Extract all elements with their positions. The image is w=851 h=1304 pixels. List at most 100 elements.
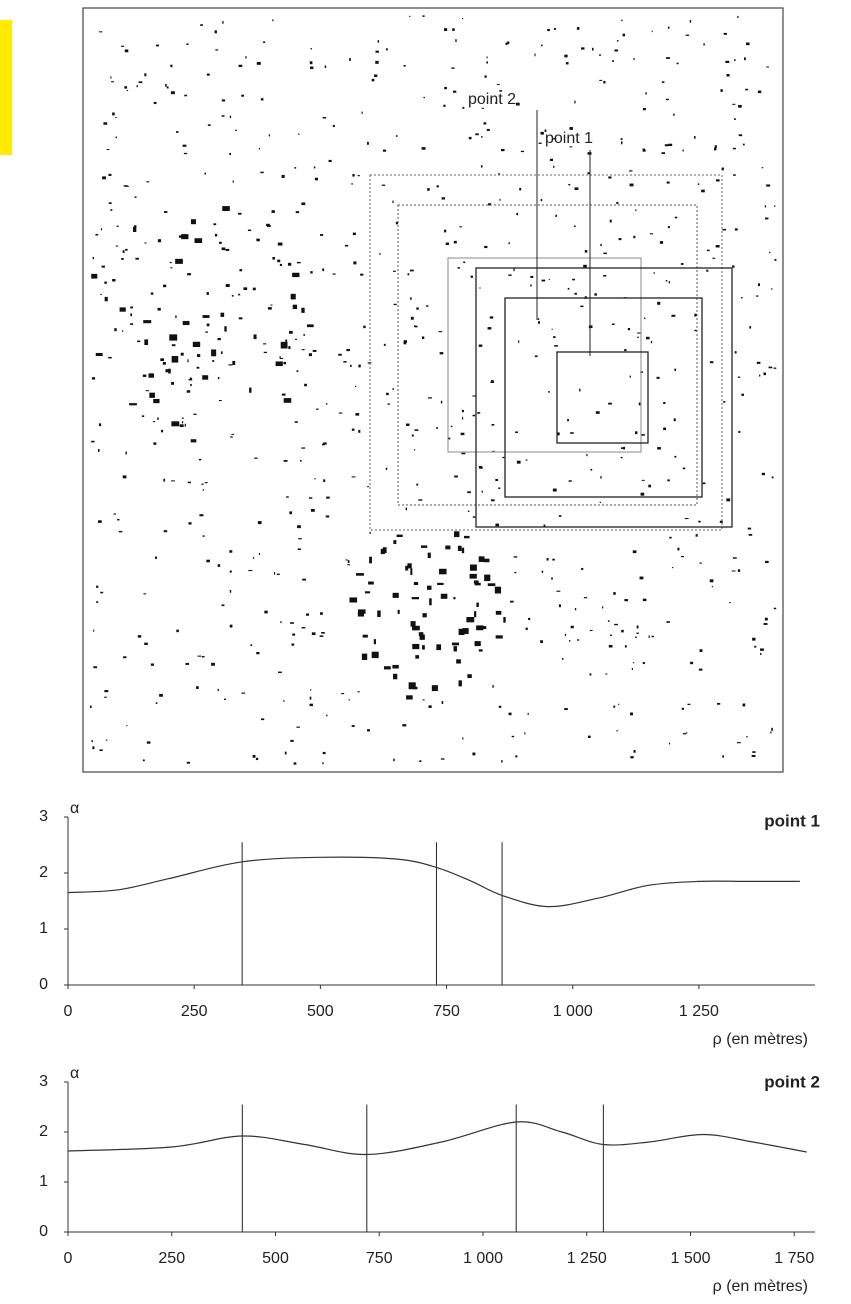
- building: [301, 202, 305, 205]
- building: [551, 577, 553, 579]
- building: [99, 749, 102, 751]
- building: [528, 618, 530, 620]
- building: [406, 424, 410, 426]
- building: [323, 442, 327, 444]
- building: [314, 166, 315, 168]
- building: [175, 315, 176, 318]
- building: [393, 540, 396, 544]
- y-axis-label: α: [70, 800, 79, 817]
- building: [508, 274, 511, 275]
- building: [459, 226, 462, 227]
- building: [479, 345, 483, 347]
- building: [741, 394, 744, 396]
- building: [746, 42, 750, 45]
- building: [762, 167, 764, 168]
- map-frame: [83, 8, 783, 772]
- building: [101, 228, 102, 230]
- building: [444, 230, 446, 233]
- building: [640, 577, 644, 580]
- building: [189, 379, 193, 380]
- building: [368, 582, 374, 585]
- building: [360, 274, 363, 276]
- building: [211, 349, 216, 356]
- building: [222, 21, 223, 24]
- building: [562, 658, 564, 660]
- building: [96, 353, 103, 356]
- building: [124, 185, 128, 186]
- building: [766, 184, 770, 186]
- building: [175, 259, 183, 264]
- building: [669, 743, 670, 745]
- building: [384, 666, 391, 669]
- building: [733, 174, 736, 175]
- building: [422, 336, 424, 339]
- building: [462, 107, 464, 109]
- building: [193, 414, 196, 415]
- building: [603, 275, 606, 277]
- building: [716, 179, 720, 181]
- building: [91, 740, 92, 742]
- building: [378, 40, 379, 43]
- building: [137, 85, 138, 87]
- building: [674, 418, 676, 421]
- building: [685, 518, 689, 519]
- building: [115, 117, 116, 118]
- building: [199, 459, 201, 461]
- building: [143, 593, 146, 594]
- building: [690, 662, 693, 664]
- building: [184, 153, 187, 154]
- building: [451, 67, 454, 68]
- map-label: point 2: [468, 91, 516, 108]
- building: [633, 662, 634, 663]
- building: [187, 273, 191, 275]
- building: [649, 635, 650, 637]
- building: [496, 635, 503, 638]
- building: [749, 534, 753, 536]
- building: [621, 630, 624, 633]
- building: [183, 145, 187, 147]
- building: [581, 568, 583, 570]
- building: [444, 28, 447, 31]
- building: [149, 373, 154, 377]
- building: [310, 697, 312, 700]
- building: [105, 297, 108, 301]
- building: [519, 188, 521, 191]
- building: [472, 395, 475, 396]
- y-tick-label: 0: [39, 1223, 48, 1240]
- building: [172, 344, 176, 346]
- building: [222, 99, 225, 101]
- building: [765, 618, 768, 621]
- building: [288, 263, 291, 266]
- building: [487, 129, 490, 131]
- building: [137, 341, 140, 343]
- building: [297, 262, 301, 263]
- building: [737, 742, 741, 743]
- building: [410, 568, 412, 575]
- building: [163, 362, 166, 365]
- building: [700, 649, 703, 652]
- building: [249, 388, 251, 393]
- building: [668, 226, 670, 228]
- building: [163, 285, 166, 287]
- building: [193, 342, 200, 347]
- building: [203, 315, 210, 318]
- building: [667, 181, 670, 183]
- building: [484, 246, 487, 248]
- building: [241, 693, 245, 694]
- building: [386, 393, 389, 395]
- building: [497, 84, 500, 85]
- building: [297, 370, 299, 372]
- building: [645, 92, 647, 94]
- building: [492, 424, 495, 426]
- building: [509, 713, 512, 716]
- building: [239, 269, 242, 271]
- building: [398, 610, 400, 614]
- building: [585, 250, 588, 252]
- building: [207, 292, 209, 295]
- building: [701, 190, 705, 193]
- building: [135, 258, 138, 260]
- building: [311, 509, 315, 512]
- building: [321, 632, 325, 634]
- building: [338, 354, 342, 356]
- building: [739, 134, 743, 136]
